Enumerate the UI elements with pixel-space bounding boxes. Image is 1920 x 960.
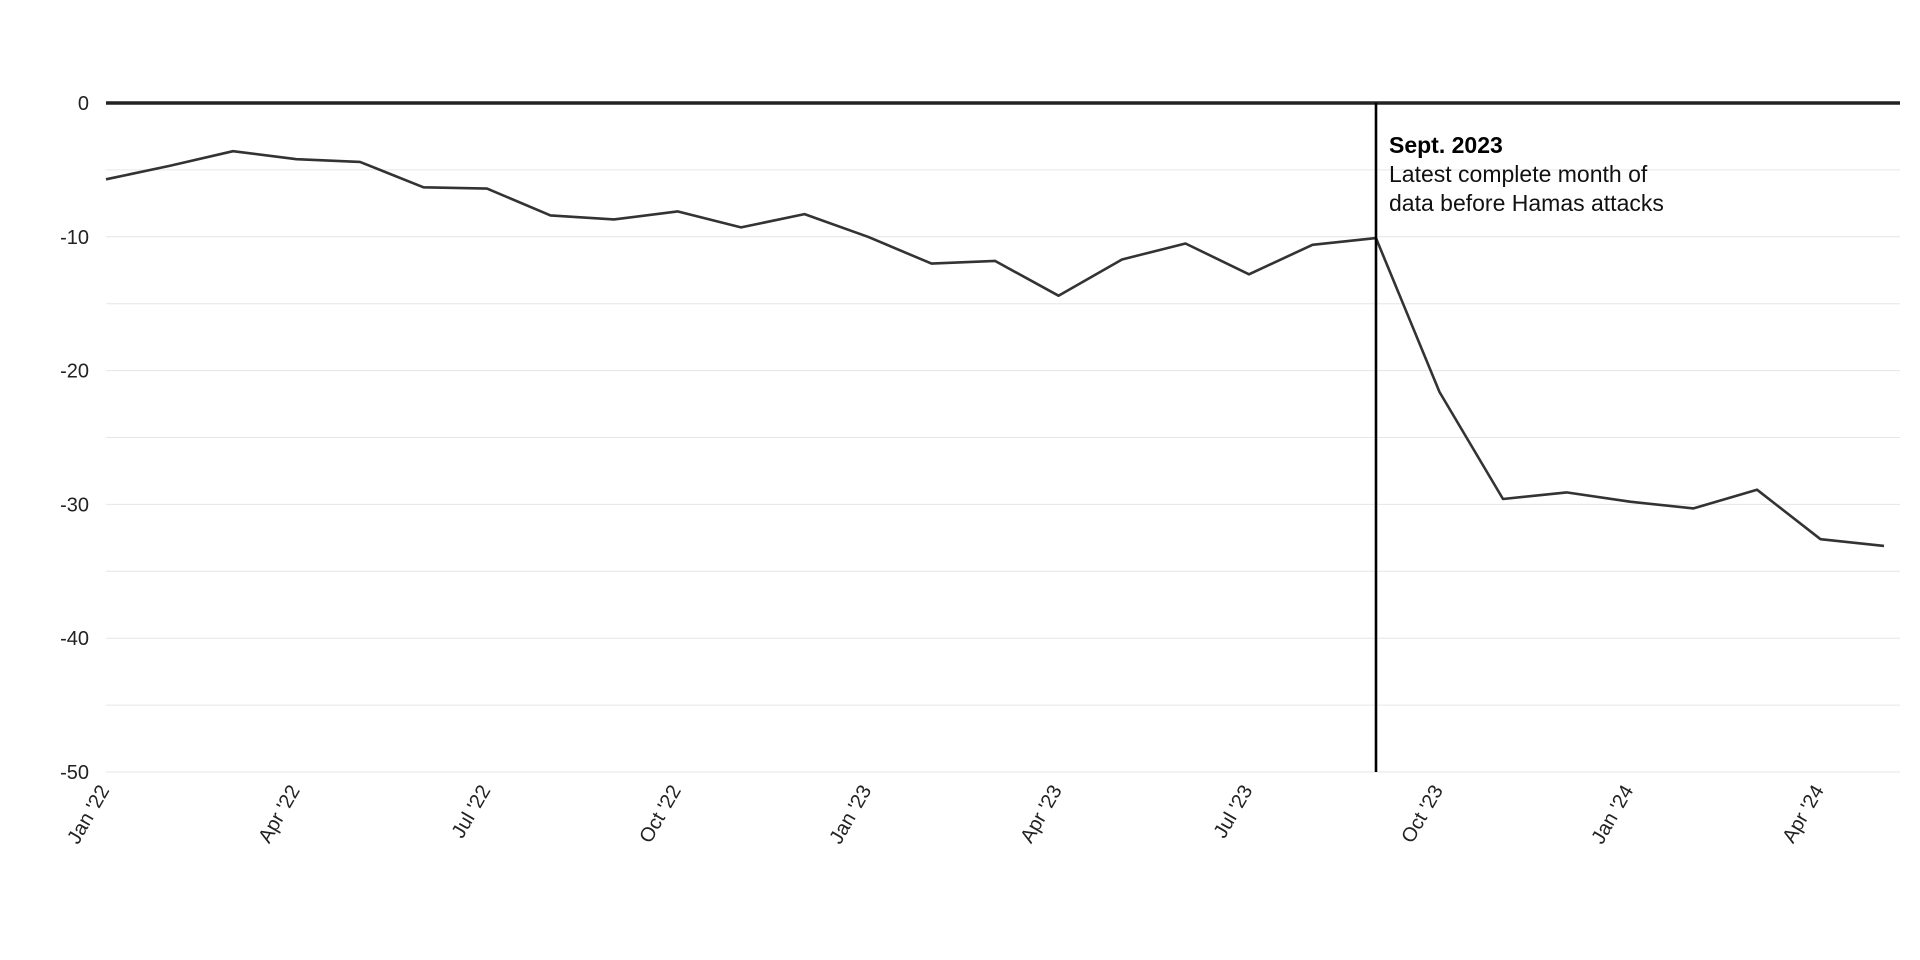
grid-lines: [106, 169, 1900, 773]
y-tick-label: -10: [60, 227, 89, 249]
x-tick-label: Oct '22: [635, 782, 685, 847]
annotation-text-line: Latest complete month of: [1389, 161, 1648, 187]
y-axis-tick-labels: 0 -10 -20 -30 -40 -50: [60, 93, 89, 784]
annotation-title: Sept. 2023: [1389, 132, 1503, 158]
y-tick-label: -40: [60, 628, 89, 650]
x-tick-label: Jul '22: [448, 782, 496, 843]
x-tick-label: Oct '23: [1397, 782, 1447, 847]
y-tick-label: 0: [78, 93, 89, 115]
x-axis-tick-labels: Jan '22 Apr '22 Jul '22 Oct '22 Jan '23 Apr '…: [63, 782, 1828, 848]
x-tick-label: Jan '24: [1587, 782, 1638, 848]
x-tick-label: Jan '22: [63, 782, 114, 848]
x-tick-label: Apr '23: [1016, 782, 1066, 847]
annotation-text-line: data before Hamas attacks: [1389, 190, 1664, 216]
y-tick-label: -20: [60, 361, 89, 383]
y-tick-label: -50: [60, 762, 89, 784]
x-tick-label: Apr '24: [1778, 782, 1828, 847]
x-tick-label: Jul '23: [1210, 782, 1258, 843]
x-tick-label: Jan '23: [825, 782, 876, 848]
series-line: [105, 149, 1885, 548]
y-tick-label: -30: [60, 494, 89, 516]
x-tick-label: Apr '22: [254, 782, 304, 847]
